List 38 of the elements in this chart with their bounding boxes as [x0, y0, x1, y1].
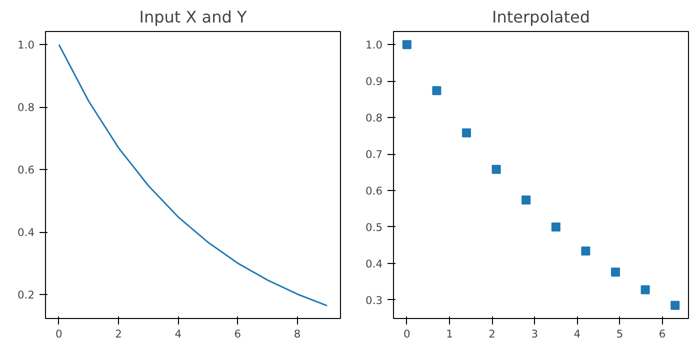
x-tick-label: 0 [404, 328, 411, 340]
y-tick-label: 1.0 [366, 38, 383, 52]
x-tick-label: 8 [294, 328, 301, 340]
y-tick-label: 0.6 [18, 164, 35, 177]
y-tick-label: 0.3 [366, 294, 383, 307]
point [670, 300, 680, 310]
point [492, 164, 501, 174]
point [462, 128, 472, 138]
y-tick-label: 0.2 [18, 288, 35, 302]
y-tick-label: 0.4 [366, 257, 383, 270]
x-tick-label: 3 [531, 328, 538, 340]
point [522, 195, 531, 204]
x-tick-label: 0 [56, 328, 63, 340]
point [610, 268, 620, 277]
point [551, 222, 560, 232]
point [581, 246, 590, 256]
chart-title: Input X and Y [139, 8, 247, 26]
y-tick-label: 0.7 [366, 148, 383, 162]
x-tick-label: 4 [574, 328, 581, 340]
point [402, 40, 412, 50]
y-tick-label: 0.5 [366, 220, 383, 234]
point [640, 285, 650, 294]
x-tick-label: 6 [658, 328, 666, 340]
y-tick-label: 0.8 [18, 101, 35, 114]
y-tick-label: 0.9 [366, 75, 383, 88]
point [432, 86, 442, 96]
x-tick-label: 5 [616, 328, 624, 340]
x-tick-label: 2 [488, 328, 496, 340]
x-tick-label: 1 [446, 328, 453, 340]
y-tick-label: 0.6 [366, 184, 383, 198]
y-tick-label: 1.0 [18, 38, 35, 52]
x-tick-label: 4 [174, 328, 182, 340]
x-tick-label: 6 [234, 328, 242, 340]
y-tick-label: 0.8 [366, 112, 383, 125]
chart-title: Interpolated [492, 8, 590, 26]
line-series [58, 44, 328, 306]
y-tick-label: 0.4 [18, 226, 35, 240]
x-tick-label: 2 [115, 328, 122, 340]
